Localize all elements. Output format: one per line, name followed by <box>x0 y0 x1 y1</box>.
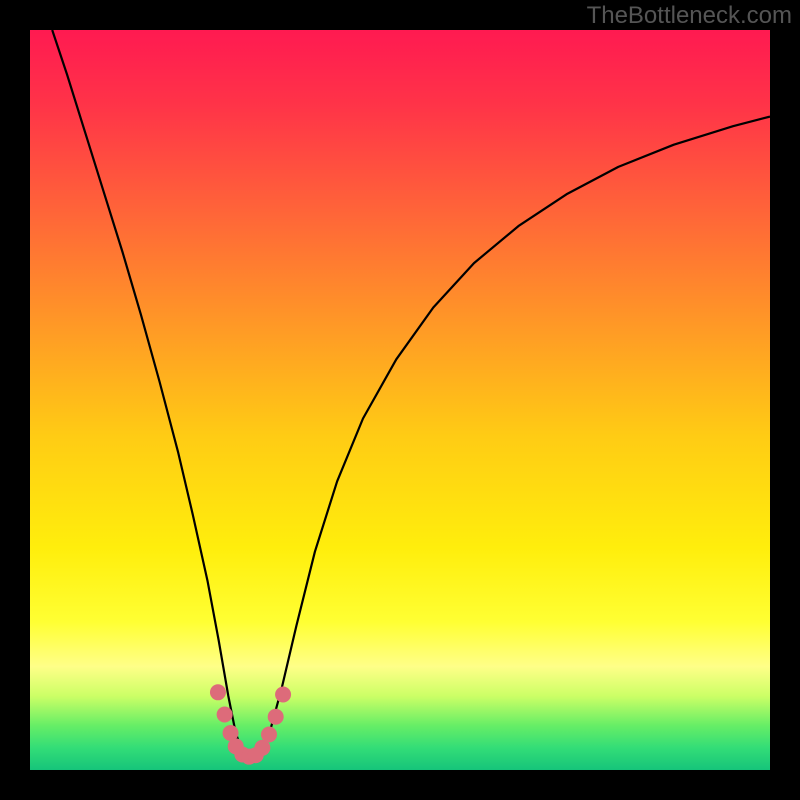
curve-marker <box>261 726 277 742</box>
chart-plot-area <box>30 30 770 770</box>
curve-marker <box>268 709 284 725</box>
chart-svg <box>30 30 770 770</box>
gradient-background <box>30 30 770 770</box>
chart-container: TheBottleneck.com <box>0 0 800 800</box>
curve-marker <box>275 687 291 703</box>
curve-marker <box>217 707 233 723</box>
curve-marker <box>210 684 226 700</box>
